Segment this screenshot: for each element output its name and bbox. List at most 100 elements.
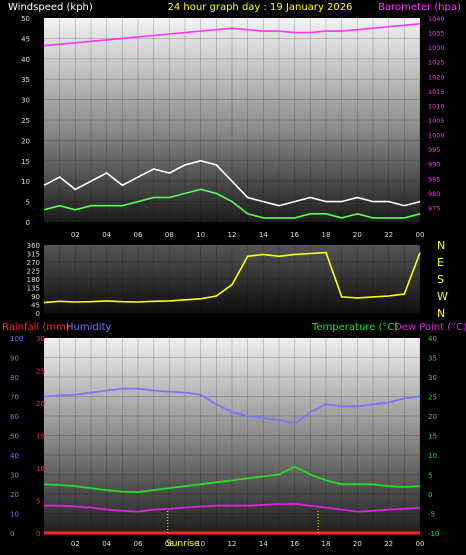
humidity-tick: 90 <box>10 355 19 363</box>
temperature-y-ticks: -10 -5 0 5 10 15 20 25 30 35 40 <box>428 335 439 538</box>
temperature-x-tick: 22 <box>384 540 393 548</box>
direction-panel-series <box>43 251 421 304</box>
temperature-tick: 30 <box>428 374 437 382</box>
wind-x-tick: 18 <box>322 231 331 239</box>
rainfall-y-ticks: 0 5 10 15 20 25 30 <box>36 335 45 538</box>
rainfall-tick: 25 <box>36 368 45 376</box>
barometer-tick: 1015 <box>428 88 445 96</box>
dewpoint-axis-label: Dew Point (°C) <box>394 322 466 333</box>
humidity-line <box>43 387 421 425</box>
temperature-x-tick: 18 <box>322 540 331 548</box>
windspeed-tick: 25 <box>21 117 30 125</box>
windspeed-axis-label: Windspeed (kph) <box>8 2 93 13</box>
temperature-x-tick: 10 <box>196 540 205 548</box>
rainfall-tick: 30 <box>36 335 45 343</box>
barometer-tick: 1005 <box>428 117 445 125</box>
windspeed-tick: 10 <box>21 178 30 186</box>
direction-tick: 360 <box>27 242 40 250</box>
rainfall-tick: 15 <box>36 433 45 441</box>
temperature-panel-background <box>44 338 420 533</box>
sunrise-label: Sunrise <box>166 539 200 549</box>
humidity-tick: 50 <box>10 433 19 441</box>
temperature-tick: 20 <box>428 413 437 421</box>
average_wind-line <box>43 188 421 219</box>
humidity-tick: 0 <box>10 530 14 538</box>
temperature-x-tick: 12 <box>228 540 237 548</box>
temperature-panel-series <box>43 387 421 535</box>
wind-x-tick: 08 <box>165 231 174 239</box>
wind-panel-background <box>44 18 420 222</box>
temperature-x-tick: 00 <box>416 540 425 548</box>
windspeed-tick: 40 <box>21 56 30 64</box>
wind-x-tick: 00 <box>416 231 425 239</box>
rainfall-tick: 0 <box>36 530 40 538</box>
barometer-tick: 1035 <box>428 30 445 38</box>
wind-x-tick: 02 <box>71 231 80 239</box>
windspeed-tick: 0 <box>26 219 30 227</box>
wind-x-tick: 14 <box>259 231 268 239</box>
barometer-line <box>43 23 421 47</box>
barometer-tick: 1025 <box>428 59 445 67</box>
windspeed-tick: 20 <box>21 137 30 145</box>
barometer-tick: 980 <box>428 190 440 198</box>
rainfall-tick: 20 <box>36 400 45 408</box>
humidity-tick: 100 <box>10 335 23 343</box>
humidity-tick: 80 <box>10 374 19 382</box>
graph-title: 24 hour graph day : 19 January 2026 <box>168 2 353 13</box>
barometer-tick: 1040 <box>428 15 445 23</box>
temperature-x-tick: 20 <box>353 540 362 548</box>
barometer-tick: 985 <box>428 175 440 183</box>
barometer-tick: 975 <box>428 204 440 212</box>
rainfall-tick: 10 <box>36 465 45 473</box>
humidity-tick: 20 <box>10 491 19 499</box>
humidity-tick: 10 <box>10 511 19 519</box>
wind-direction-line <box>43 251 421 304</box>
windspeed-tick: 50 <box>21 15 30 23</box>
temperature-tick: 25 <box>428 394 437 402</box>
temperature-tick: 0 <box>428 491 432 499</box>
barometer-y-ticks: 975 980 985 990 995 1000 1005 1010 1015 1020 1025 1… <box>428 15 445 212</box>
direction-tick: 45 <box>31 302 40 310</box>
compass-label: N <box>437 239 445 252</box>
wind-panel-grid <box>44 18 421 222</box>
windspeed-tick: 45 <box>21 35 30 43</box>
temperature-tick: 40 <box>428 335 437 343</box>
temperature-x-tick: 02 <box>71 540 80 548</box>
temperature-panel-x-ticks: 02 04 06 08 10 12 14 16 18 20 22 00 <box>71 540 425 548</box>
temperature-x-tick: 06 <box>134 540 143 548</box>
humidity-axis-label: Humidity <box>66 322 111 333</box>
temperature-axis-label: Temperature (°C) <box>311 322 398 333</box>
compass-label: N <box>437 307 445 320</box>
windspeed-tick: 35 <box>21 76 30 84</box>
temperature-tick: 35 <box>428 355 437 363</box>
humidity-y-ticks: 0 10 20 30 40 50 60 70 80 90 100 <box>10 335 23 538</box>
wind-x-tick: 22 <box>384 231 393 239</box>
direction-tick: 315 <box>27 251 40 259</box>
dewpoint-line <box>44 502 421 513</box>
direction-tick: 270 <box>27 259 40 267</box>
temperature-x-tick: 04 <box>102 540 111 548</box>
humidity-tick: 60 <box>10 413 19 421</box>
compass-label: E <box>437 256 444 269</box>
barometer-tick: 1030 <box>428 44 445 52</box>
temperature-x-tick: 16 <box>290 540 299 548</box>
direction-tick: 225 <box>27 268 40 276</box>
wind-x-tick: 12 <box>228 231 237 239</box>
barometer-tick: 990 <box>428 161 440 169</box>
wind-panel-series <box>43 23 421 219</box>
temperature-panel-grid <box>44 338 421 533</box>
humidity-tick: 40 <box>10 452 19 460</box>
barometer-tick: 995 <box>428 146 440 154</box>
rainfall-axis-label: Rainfall (mm) <box>2 322 70 333</box>
direction-tick: 90 <box>31 293 40 301</box>
wind-x-tick: 20 <box>353 231 362 239</box>
temperature-line <box>43 465 421 494</box>
windspeed-tick: 5 <box>26 199 30 207</box>
barometer-tick: 1010 <box>428 102 445 110</box>
wind-panel-x-ticks: 02 04 06 08 10 12 14 16 18 20 22 00 <box>71 231 425 239</box>
wind-x-tick: 10 <box>196 231 205 239</box>
barometer-tick: 1020 <box>428 73 445 81</box>
